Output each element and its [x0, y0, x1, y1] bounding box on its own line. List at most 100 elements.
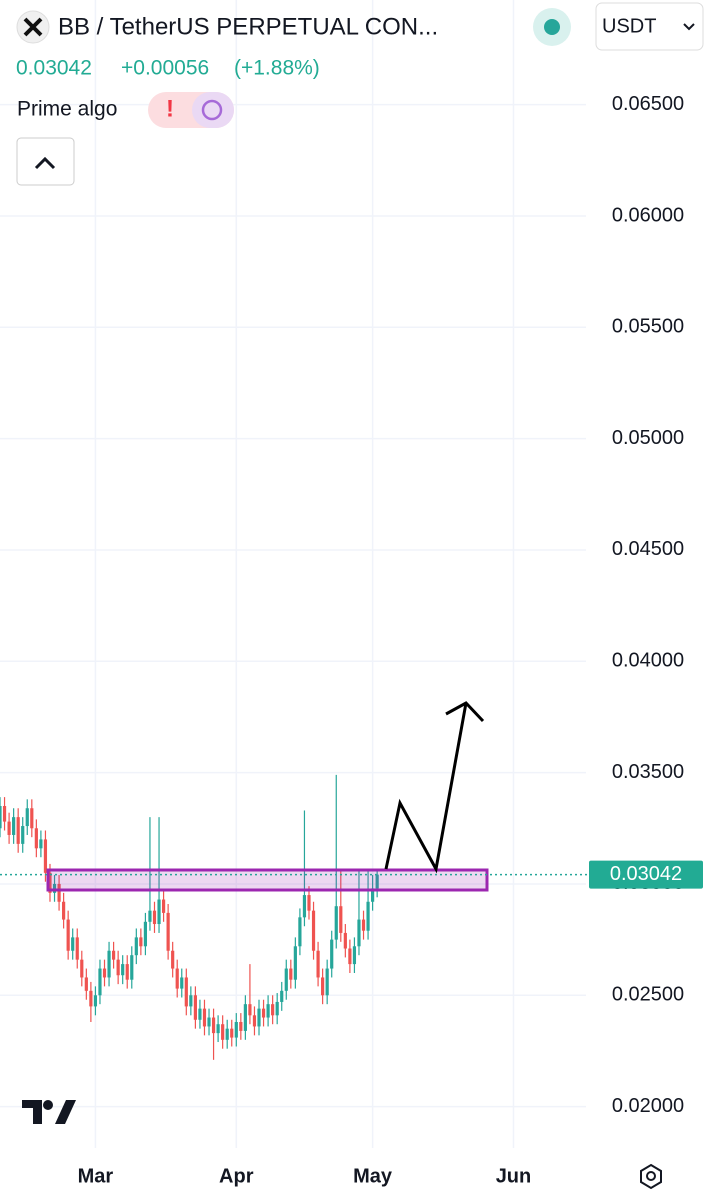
candle-body [152, 910, 157, 925]
zone-rectangle [46, 868, 489, 892]
symbol-title[interactable]: BB / TetherUS PERPETUAL CON... [58, 13, 438, 40]
candle-body [16, 817, 20, 844]
candle-body [207, 1017, 211, 1027]
candle-body [284, 968, 288, 991]
candle-body [189, 995, 193, 1007]
candle-body [339, 906, 343, 933]
candle-body [293, 946, 297, 980]
y-tick-label: 0.05000 [612, 427, 684, 449]
candle-body [311, 910, 316, 951]
candle-body [143, 921, 148, 947]
currency-dropdown[interactable] [595, 2, 704, 51]
dropdown-caret [683, 23, 695, 31]
candle-body [48, 872, 52, 893]
candle-body [112, 950, 116, 960]
y-tick-label: 0.04000 [612, 650, 684, 672]
candle-body [7, 821, 11, 835]
candle-body [366, 901, 370, 931]
candle-body [211, 1017, 216, 1034]
indicator-name[interactable]: Prime algo [17, 98, 117, 121]
header-change-pct: (+1.88%) [234, 57, 320, 80]
candle-body [157, 899, 161, 925]
candle-body [139, 937, 143, 947]
candle-body [34, 828, 38, 849]
y-tick-label: 0.05500 [612, 316, 684, 338]
candle-body [352, 946, 357, 965]
candle-body [248, 1004, 252, 1016]
collapse-icon [34, 156, 56, 170]
grid [0, 0, 586, 1148]
tv-logo [22, 1100, 76, 1124]
candle-body [316, 950, 320, 978]
candle-body [166, 912, 170, 951]
candle-body [107, 950, 111, 978]
candle-body [175, 968, 179, 989]
candle-body [0, 806, 2, 829]
candle-body [266, 1004, 270, 1018]
candle-body [43, 839, 48, 873]
candle-body [202, 1008, 207, 1027]
candle-body [252, 1015, 257, 1027]
x-tick-label: Jun [496, 1165, 532, 1187]
candle-body [216, 1024, 220, 1034]
candle-body [71, 937, 75, 951]
candle-body [289, 968, 293, 980]
candle-body [275, 1001, 279, 1016]
y-tick-label: 0.03500 [612, 761, 684, 783]
candle-body [330, 939, 334, 969]
candle-body [343, 932, 347, 949]
error-icon: ! [166, 95, 174, 122]
candle-body [161, 899, 166, 913]
candle-body [357, 919, 361, 947]
candle-body [184, 977, 188, 1007]
candle-body [221, 1024, 225, 1040]
y-tick-label: 0.06500 [612, 93, 684, 115]
candle-body [321, 977, 325, 996]
y-tick-label: 0.02500 [612, 984, 684, 1006]
x-tick-label: Mar [78, 1165, 114, 1187]
candle-body [302, 895, 307, 918]
status-dot [544, 19, 560, 35]
candles [0, 774, 379, 1060]
candle-body [325, 968, 329, 996]
candle-body [375, 874, 379, 889]
candle-body [239, 1021, 243, 1031]
candle-body [198, 1008, 202, 1020]
candle-body [307, 895, 311, 911]
candle-body [39, 839, 43, 849]
candle-body [148, 910, 152, 922]
candle-body [280, 990, 284, 1002]
candle-body [298, 917, 302, 947]
candle-body [75, 937, 79, 960]
candle-body [121, 964, 125, 976]
last-price-label: 0.03042 [610, 863, 682, 885]
x-tick-label: May [353, 1165, 393, 1187]
header-price: 0.03042 [16, 57, 92, 80]
currency-label: USDT [602, 15, 656, 37]
candle-body [98, 968, 102, 996]
indicator-refresh-bg[interactable] [192, 92, 234, 128]
candle-body [225, 1028, 229, 1040]
candle-body [89, 990, 93, 1007]
candle-body [25, 808, 29, 827]
candle-body [102, 968, 107, 978]
y-tick-label: 0.04500 [612, 538, 684, 560]
candle-body [234, 1021, 238, 1038]
candle-body [84, 977, 88, 991]
candle-body [130, 955, 134, 980]
candle-body [52, 883, 57, 893]
candle-body [134, 937, 138, 956]
candle-body [261, 1008, 266, 1018]
candle-body [80, 959, 84, 978]
candle-body [180, 977, 184, 989]
candle-body [230, 1028, 234, 1038]
arrow-head [445, 701, 485, 723]
settings-icon[interactable] [640, 1163, 662, 1190]
arrow-path [384, 702, 468, 874]
x-tick-label: Apr [219, 1165, 254, 1187]
candle-body [66, 919, 70, 951]
header-change: +0.00056 [121, 57, 209, 80]
candle-body [2, 806, 7, 822]
overlay: 0.020000.025000.030000.035000.040000.045… [0, 93, 703, 1187]
